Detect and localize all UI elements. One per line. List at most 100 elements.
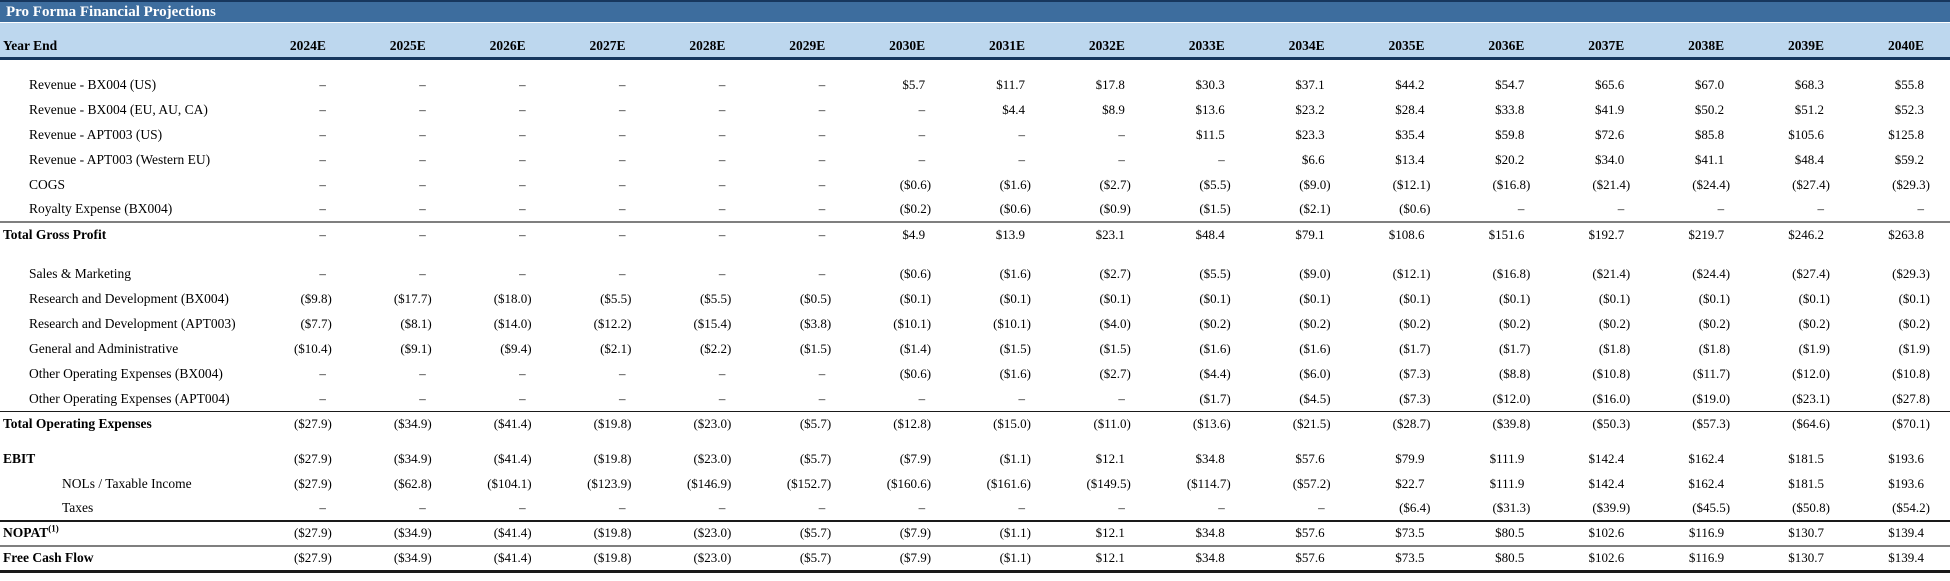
year-column-header: 2026E [451, 23, 552, 60]
cell-value: ($5.5) [600, 291, 632, 306]
cell-value: – [551, 221, 652, 247]
cell-value: – [419, 201, 426, 216]
cell-value: ($0.6) [899, 366, 932, 381]
cell-value: – [451, 221, 552, 247]
row-label: Revenue - APT003 (US) [29, 127, 163, 142]
cell-value: ($27.9) [252, 410, 352, 436]
cell-value: – [718, 266, 726, 281]
cell-value: – [419, 390, 426, 406]
cell-value: $13.9 [951, 221, 1051, 247]
cell-value: $73.5 [1350, 545, 1451, 573]
year-column-header: 2037E [1550, 23, 1651, 60]
cell-value: – [1318, 500, 1325, 515]
cell-value: $35.4 [1395, 127, 1425, 142]
row-label: Taxes [62, 500, 94, 515]
cell-value: ($27.9) [293, 451, 332, 466]
cell-value: $125.8 [1888, 127, 1924, 142]
cell-value: ($28.7) [1350, 410, 1451, 436]
cell-value: ($4.5) [1299, 390, 1331, 406]
cell-value: ($1.5) [1199, 201, 1231, 216]
cell-value: ($1.6) [999, 177, 1031, 192]
cell-value: – [319, 127, 326, 142]
cell-value: $23.3 [1295, 127, 1325, 142]
cell-value: $102.6 [1550, 545, 1651, 573]
cell-value: $246.2 [1750, 221, 1850, 247]
cell-value: $139.4 [1850, 520, 1950, 546]
cell-value: – [519, 127, 526, 142]
cell-value: ($1.5) [799, 341, 832, 356]
year-column-header: 2035E [1350, 23, 1451, 60]
cell-value: $111.9 [1489, 476, 1525, 491]
cell-value: ($19.8) [551, 410, 652, 436]
cell-value: ($19.8) [551, 545, 652, 573]
cell-value: $55.8 [1894, 77, 1924, 92]
year-column-header: 2030E [851, 23, 952, 60]
cell-value: ($2.1) [600, 341, 632, 356]
cell-value: $162.4 [1688, 476, 1725, 491]
cell-value: – [1717, 201, 1725, 216]
cell-value: $105.6 [1788, 127, 1824, 142]
row-label: Royalty Expense (BX004) [29, 201, 173, 216]
cell-value: – [918, 152, 926, 167]
cell-value: ($23.0) [651, 545, 752, 573]
cell-value: $263.8 [1850, 221, 1950, 247]
year-column-header: 2028E [651, 23, 752, 60]
year-column-header: 2025E [351, 23, 452, 60]
cell-value: – [1517, 201, 1525, 216]
table-row: NOPAT(1) ($27.9) ($34.9) ($41.4) ($19.8) ($23… [0, 520, 1950, 546]
cell-value: – [619, 390, 626, 406]
cell-value: – [818, 102, 826, 117]
cell-value: – [718, 500, 726, 515]
cell-value: ($1.6) [1299, 341, 1331, 356]
cell-value: $181.5 [1788, 476, 1824, 491]
cell-value: ($8.8) [1498, 366, 1531, 381]
cell-value: ($1.5) [999, 341, 1031, 356]
cell-value: $34.8 [1150, 545, 1251, 573]
cell-value: ($1.1) [999, 451, 1031, 466]
row-label: NOLs / Taxable Income [62, 476, 192, 491]
table-row: Revenue - BX004 (EU, AU, CA) – – – – – – – $4.4 $… [0, 97, 1950, 122]
cell-value: $13.6 [1195, 102, 1225, 117]
cell-value: ($2.1) [1299, 201, 1331, 216]
cell-value: ($10.8) [1592, 366, 1631, 381]
cell-value: ($10.1) [993, 316, 1031, 331]
year-column-header: 2038E [1650, 23, 1751, 60]
cell-value: – [619, 102, 626, 117]
cell-value: – [419, 152, 426, 167]
cell-value: – [619, 127, 626, 142]
cell-value: ($41.4) [451, 410, 552, 436]
cell-value: – [419, 500, 426, 515]
cell-value: ($160.6) [886, 476, 932, 491]
cell-value: ($5.5) [1199, 177, 1231, 192]
cell-value: – [619, 77, 626, 92]
cell-value: $12.1 [1051, 545, 1151, 573]
cell-value: ($12.1) [1392, 266, 1431, 281]
cell-value: – [1617, 201, 1625, 216]
cell-value: ($62.8) [393, 476, 432, 491]
cell-value: – [1118, 390, 1125, 406]
cell-value: ($0.1) [1498, 291, 1531, 306]
cell-value: $139.4 [1850, 545, 1950, 573]
cell-value: ($27.9) [252, 520, 352, 546]
cell-value: $80.5 [1450, 520, 1551, 546]
cell-value: $57.6 [1250, 545, 1351, 573]
cell-value: ($0.2) [1498, 316, 1531, 331]
cell-value: ($2.2) [699, 341, 732, 356]
table-row: Other Operating Expenses (APT004) – – – – – – –… [0, 386, 1950, 411]
cell-value: ($1.6) [1199, 341, 1231, 356]
cell-value: ($0.6) [899, 266, 932, 281]
cell-value: ($9.4) [500, 341, 532, 356]
cell-value: – [818, 266, 826, 281]
cell-value: – [519, 152, 526, 167]
cell-value: $8.9 [1102, 102, 1125, 117]
cell-value: $79.9 [1395, 451, 1425, 466]
cell-value: ($4.0) [1099, 316, 1131, 331]
cell-value: – [519, 201, 526, 216]
cell-value: $142.4 [1588, 476, 1625, 491]
cell-value: – [1118, 127, 1125, 142]
cell-value: ($7.7) [300, 316, 332, 331]
cell-value: ($29.3) [1892, 266, 1930, 281]
cell-value: ($41.4) [451, 520, 552, 546]
cell-value: ($54.2) [1892, 500, 1930, 515]
table-row: Total Operating Expenses ($27.9) ($34.9) ($… [0, 410, 1950, 436]
